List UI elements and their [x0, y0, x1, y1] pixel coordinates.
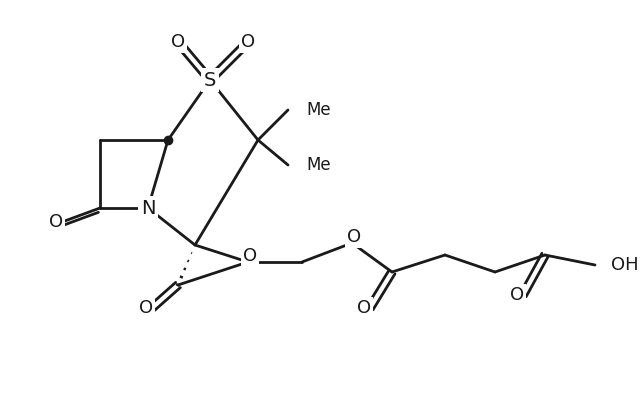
Text: Me: Me	[306, 156, 331, 174]
Text: O: O	[171, 33, 185, 51]
Text: Me: Me	[306, 101, 331, 119]
Text: OH: OH	[611, 256, 639, 274]
Text: O: O	[347, 228, 361, 246]
Text: O: O	[49, 213, 63, 231]
Text: O: O	[241, 33, 255, 51]
Text: N: N	[141, 198, 156, 217]
Text: O: O	[357, 299, 371, 317]
Text: O: O	[139, 299, 153, 317]
Text: O: O	[510, 286, 524, 304]
Text: O: O	[243, 247, 257, 265]
Text: S: S	[204, 70, 216, 90]
